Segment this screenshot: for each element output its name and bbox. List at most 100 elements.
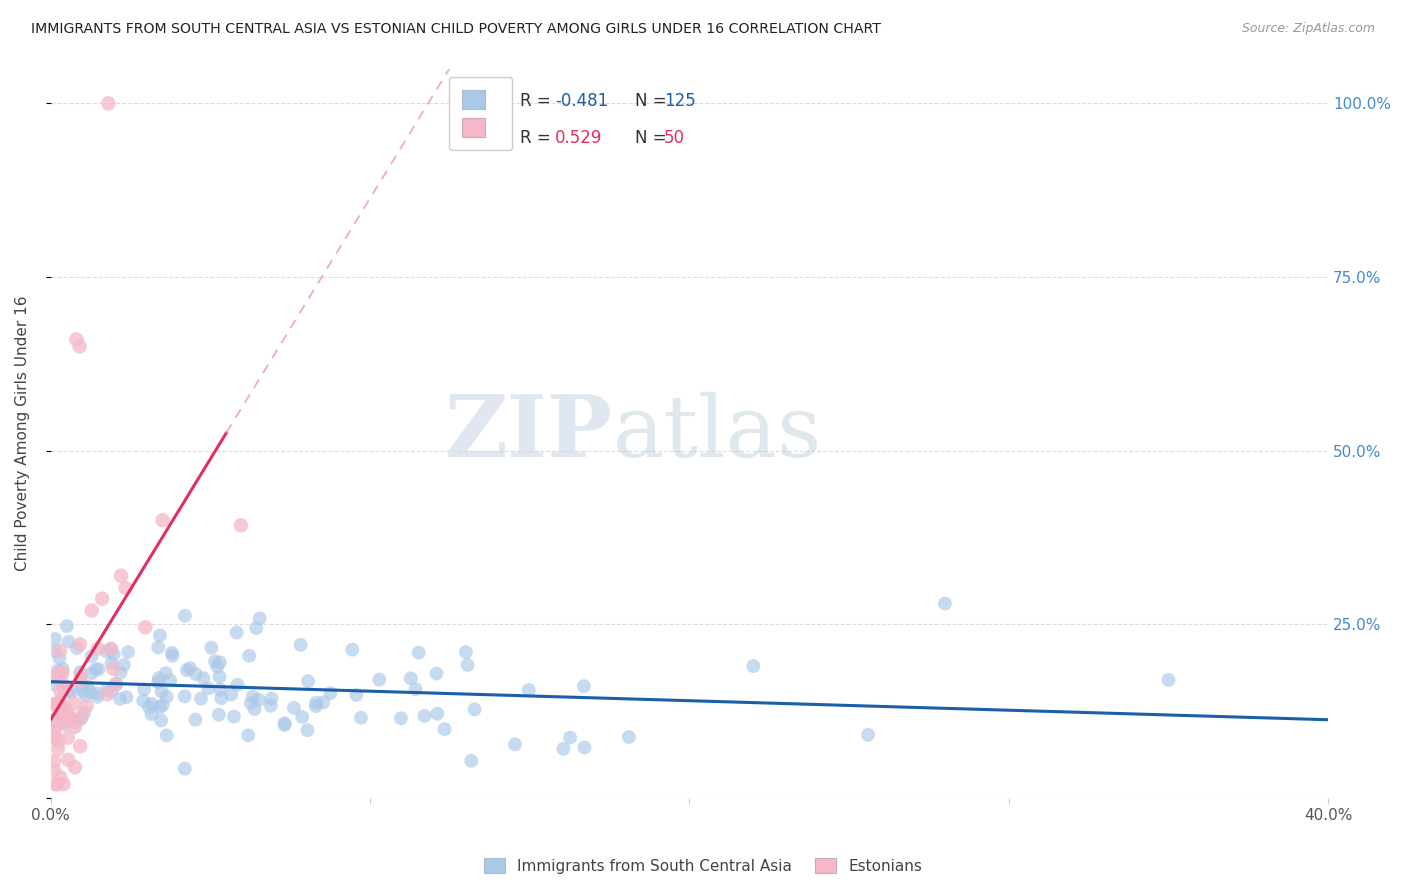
Point [75, 689, 97, 703]
Point [100, 656, 122, 670]
Point [56, 731, 79, 745]
Point [249, 611, 271, 625]
Point [176, 663, 198, 677]
Point [96, 644, 118, 658]
Point [44, 723, 66, 738]
Point [408, 646, 430, 660]
Point [190, 691, 212, 706]
Point [297, 723, 319, 738]
Point [283, 701, 305, 715]
Point [238, 648, 260, 663]
Point [42, 723, 65, 737]
Point [193, 671, 215, 685]
Text: R =: R = [520, 93, 555, 111]
Point [73, 706, 96, 720]
Point [368, 673, 391, 687]
Point [209, 691, 232, 706]
Point [404, 682, 426, 697]
Point [173, 690, 195, 704]
Point [148, 675, 170, 690]
Point [72, 684, 94, 698]
Point [87, 662, 110, 676]
Point [48, 695, 70, 709]
Point [149, 628, 172, 642]
Text: 0.529: 0.529 [555, 128, 603, 147]
Point [45, 698, 67, 712]
Point [63, 720, 86, 734]
Point [44, 677, 66, 691]
Point [91, 591, 114, 606]
Point [344, 688, 367, 702]
Point [426, 706, 449, 721]
Point [49, 643, 72, 657]
Point [242, 690, 264, 704]
Point [148, 640, 170, 655]
Point [105, 678, 128, 692]
Legend: Immigrants from South Central Asia, Estonians: Immigrants from South Central Asia, Esto… [478, 852, 928, 880]
Point [69, 712, 91, 726]
Point [76, 680, 98, 694]
Text: ZIP: ZIP [446, 392, 613, 475]
Point [209, 682, 232, 697]
Point [273, 718, 295, 732]
Point [104, 677, 127, 691]
Point [45, 712, 67, 726]
Point [42, 764, 65, 778]
Point [174, 608, 197, 623]
Point [42, 697, 65, 711]
Point [389, 711, 412, 725]
Point [208, 670, 231, 684]
Point [297, 674, 319, 689]
Legend: , : , [449, 77, 512, 151]
Point [44, 632, 66, 646]
Point [197, 681, 219, 696]
Point [110, 568, 132, 582]
Point [159, 673, 181, 688]
Point [42, 731, 65, 745]
Point [76, 699, 98, 714]
Point [399, 671, 422, 685]
Point [173, 762, 195, 776]
Point [42, 731, 65, 745]
Point [155, 666, 177, 681]
Point [239, 696, 262, 710]
Point [148, 671, 170, 685]
Point [291, 710, 314, 724]
Point [138, 700, 160, 714]
Point [101, 662, 124, 676]
Point [574, 740, 596, 755]
Point [433, 722, 456, 736]
Point [100, 642, 122, 657]
Point [238, 728, 260, 742]
Point [49, 684, 72, 698]
Point [56, 706, 79, 721]
Point [56, 619, 79, 633]
Text: atlas: atlas [613, 392, 823, 475]
Point [200, 640, 222, 655]
Point [69, 637, 91, 651]
Point [58, 709, 80, 723]
Point [97, 96, 120, 111]
Point [426, 666, 449, 681]
Point [53, 717, 76, 731]
Point [65, 715, 87, 730]
Point [149, 700, 172, 714]
Text: IMMIGRANTS FROM SOUTH CENTRAL ASIA VS ESTONIAN CHILD POVERTY AMONG GIRLS UNDER 1: IMMIGRANTS FROM SOUTH CENTRAL ASIA VS ES… [31, 22, 882, 37]
Point [46, 742, 69, 756]
Point [65, 333, 87, 347]
Text: -0.481: -0.481 [555, 93, 609, 111]
Point [100, 641, 122, 656]
Point [184, 667, 207, 681]
Point [70, 680, 93, 694]
Point [48, 700, 70, 714]
Point [219, 688, 242, 702]
Point [46, 664, 69, 678]
Point [80, 649, 103, 664]
Point [1157, 673, 1180, 687]
Point [80, 666, 103, 681]
Point [156, 729, 179, 743]
Point [553, 741, 575, 756]
Point [617, 730, 640, 744]
Point [742, 659, 765, 673]
Point [305, 696, 328, 710]
